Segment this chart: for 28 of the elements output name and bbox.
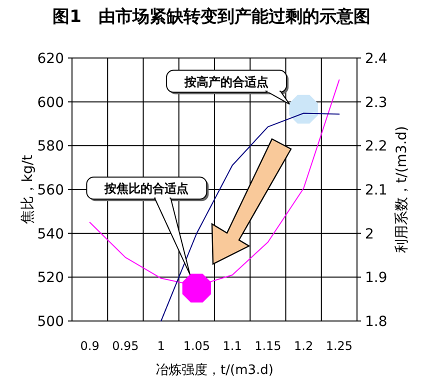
y-tick-label: 600 (37, 94, 64, 111)
y2-tick-label: 2.1 (365, 182, 388, 198)
y-tick-label: 520 (37, 270, 64, 286)
x-tick-label: 1.2 (294, 339, 314, 353)
y2-tick-label: 2.4 (365, 51, 388, 67)
y-axis-title: 焦比，kg/t (20, 154, 36, 224)
y-tick-label: 500 (37, 314, 64, 330)
y-tick-label: 560 (37, 182, 64, 198)
x-tick-label: 1 (157, 339, 165, 353)
y-tick-label: 620 (37, 51, 64, 67)
x-tick-label: 0.9 (80, 339, 100, 353)
x-axis-title: 冶炼强度，t/(m3.d) (156, 362, 274, 378)
y-tick-label: 540 (37, 226, 64, 242)
y-tick-label: 580 (37, 138, 64, 155)
x-tick-label: 0.95 (112, 339, 139, 353)
x-tick-label: 1.1 (222, 339, 242, 353)
annotation: 按高产的合适点 (184, 74, 269, 89)
x-tick-label: 1.25 (326, 339, 353, 353)
y2-axis-title: 利用系数，t/(m3.d) (394, 126, 410, 254)
chart-title: 图1 由市场紧缺转变到产能过剩的示意图 (52, 7, 370, 27)
x-tick-label: 1.05 (183, 339, 210, 353)
y2-tick-label: 2 (365, 226, 374, 242)
y2-tick-label: 2.3 (365, 94, 388, 111)
annotation: 按焦比的合适点 (104, 182, 189, 196)
x-tick-label: 1.15 (254, 339, 282, 353)
y2-tick-label: 1.9 (365, 270, 388, 286)
y2-tick-label: 1.8 (365, 314, 388, 330)
y2-tick-label: 2.2 (365, 138, 388, 155)
